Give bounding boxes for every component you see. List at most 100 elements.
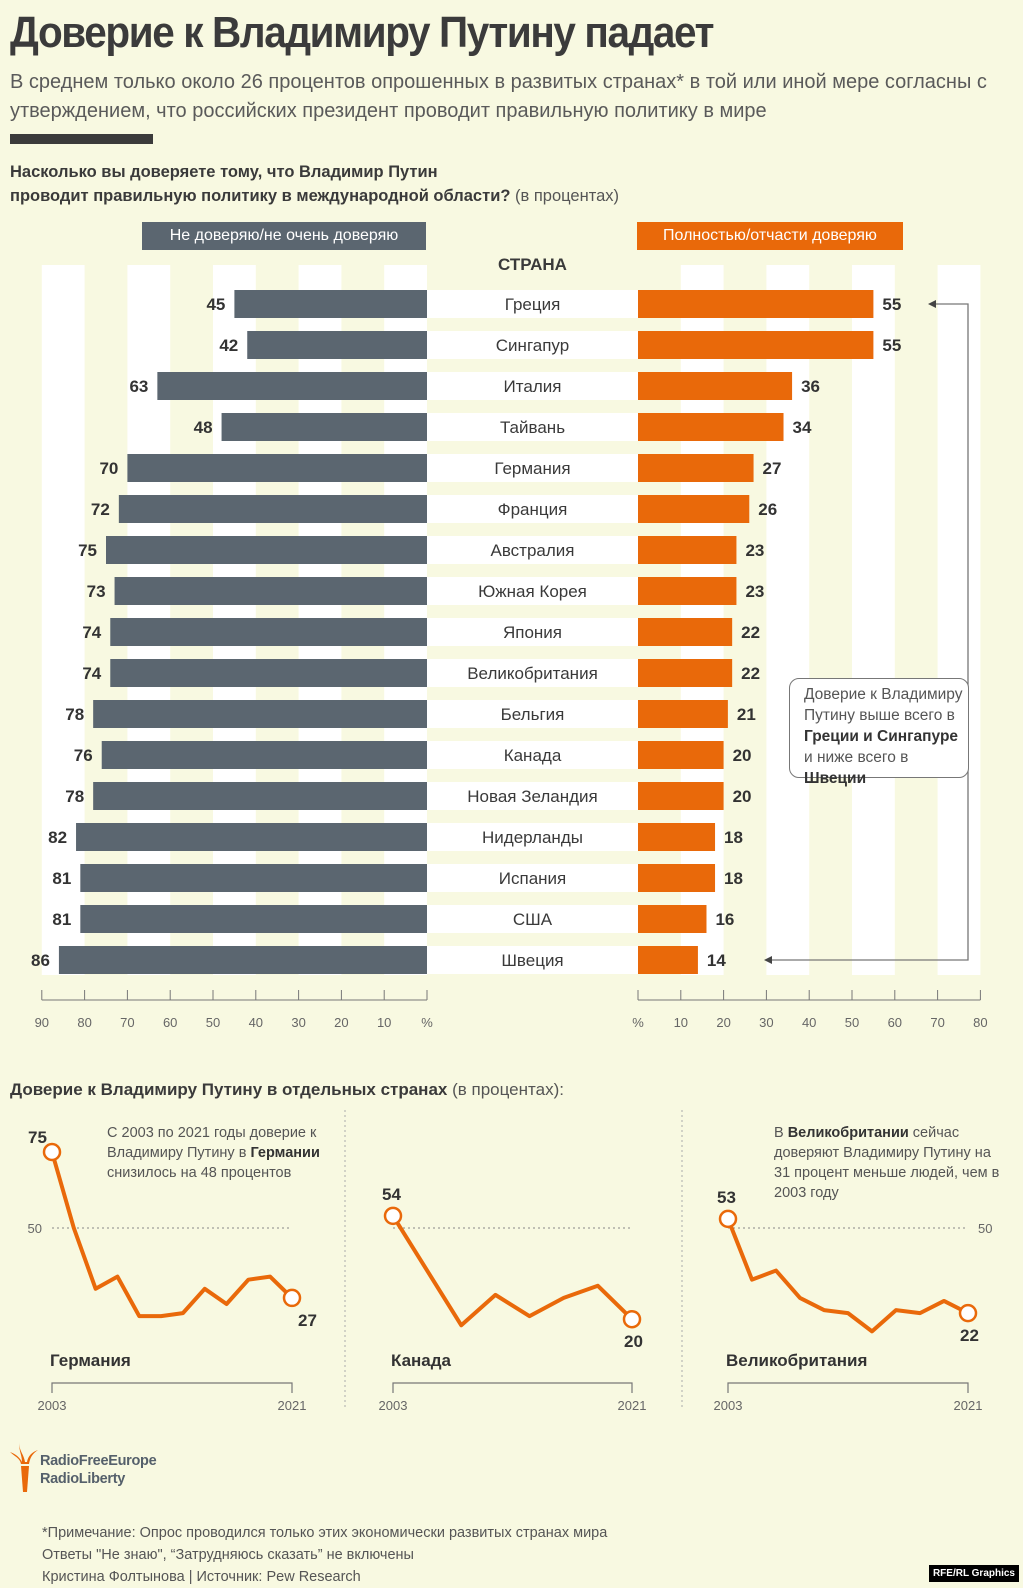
line-panel: 50 53 22 Великобритания 2003 2021 — [714, 1188, 993, 1413]
section2-unit: (в процентах): — [452, 1080, 564, 1099]
bar-distrust — [106, 536, 427, 564]
rferl-logo-text: RadioFreeEurope RadioLiberty — [40, 1452, 157, 1488]
legend-trust: Полностью/отчасти доверяю — [637, 222, 903, 250]
annotation-germany-bold: Германии — [250, 1145, 320, 1161]
value-label-distrust: 76 — [74, 746, 93, 765]
value-label-distrust: 78 — [65, 787, 84, 806]
bar-trust — [638, 577, 737, 605]
annotation-uk-text-1: В — [774, 1125, 784, 1141]
start-value-label: 75 — [28, 1128, 47, 1147]
year-start-label: 2003 — [379, 1398, 408, 1413]
panel-country-title: Германия — [50, 1351, 131, 1370]
axes: 90 80 70 60 50 40 30 20 10%% 10 20 30 40 50 60 70 80 — [35, 990, 988, 1030]
panel-country-title: Канада — [391, 1351, 452, 1370]
country-label-bg — [427, 290, 638, 318]
value-label-distrust: 74 — [82, 664, 101, 683]
right-axis-tick-label: 10 — [674, 1015, 688, 1030]
grid-stripe-right — [937, 265, 981, 975]
end-value-label: 22 — [960, 1326, 979, 1345]
country-label: Австралия — [491, 541, 575, 560]
year-bracket — [727, 1382, 969, 1393]
bar-trust — [638, 331, 874, 359]
annotation-germany-text-2: снизилось на 48 процентов — [107, 1165, 292, 1181]
country-label: Сингапур — [496, 336, 569, 355]
country-label: Новая Зеландия — [467, 787, 598, 806]
footnote-source: Кристина Фолтынова | Источник: Pew Resea… — [42, 1569, 361, 1585]
bar-trust — [638, 741, 724, 769]
callout-box: Доверие к Владимиру Путину выше всего в … — [789, 678, 969, 787]
left-axis-tick-label: 50 — [206, 1015, 220, 1030]
right-axis-tick-label: 80 — [973, 1015, 987, 1030]
value-label-trust: 14 — [707, 951, 726, 970]
page-subtitle: В среднем только около 26 процентов опро… — [10, 71, 987, 122]
annotation-uk-bold: Великобритании — [787, 1125, 909, 1141]
bar-trust — [638, 823, 716, 851]
country-label-bg — [427, 495, 638, 523]
bar-trust — [638, 659, 733, 687]
end-value-label: 20 — [624, 1332, 643, 1351]
bar-distrust — [157, 372, 428, 400]
bar-distrust — [101, 741, 427, 769]
country-label: Швеция — [501, 951, 563, 970]
value-label-distrust: 81 — [52, 869, 71, 888]
country-label: Великобритания — [467, 664, 598, 683]
arrow-greece-icon — [928, 300, 936, 308]
country-label-bg — [427, 372, 638, 400]
value-label-trust: 22 — [741, 664, 760, 683]
value-label-distrust: 78 — [65, 705, 84, 724]
country-label: Испания — [499, 869, 566, 888]
year-bracket — [392, 1382, 633, 1393]
year-end-label: 2021 — [954, 1398, 983, 1413]
value-label-distrust: 63 — [129, 377, 148, 396]
end-value-label: 27 — [298, 1311, 317, 1330]
start-value-label: 54 — [382, 1185, 401, 1204]
country-label: Франция — [498, 500, 568, 519]
value-label-trust: 36 — [801, 377, 820, 396]
chart-question: Насколько вы доверяете тому, что Владими… — [10, 160, 619, 208]
value-label-trust: 22 — [741, 623, 760, 642]
bar-trust — [638, 290, 874, 318]
panel-country-title: Великобритания — [726, 1351, 867, 1370]
left-axis-tick-label: 60 — [163, 1015, 177, 1030]
value-label-distrust: 82 — [48, 828, 67, 847]
country-label-bg — [427, 536, 638, 564]
bar-trust — [638, 454, 754, 482]
grid-stripe-right — [852, 265, 895, 975]
question-unit: (в процентах) — [515, 187, 619, 205]
bar-distrust — [234, 290, 427, 318]
footnote-1: *Примечание: Опрос проводился только эти… — [42, 1525, 608, 1541]
bar-distrust — [114, 577, 427, 605]
value-label-distrust: 42 — [219, 336, 238, 355]
question-line-1: Насколько вы доверяете тому, что Владими… — [10, 163, 438, 181]
annotation-uk: В Великобритании сейчас доверяют Владими… — [774, 1123, 1004, 1203]
logo-line-1: RadioFreeEurope — [40, 1453, 157, 1469]
annotation-germany-text-1: С 2003 по 2021 годы доверие к Владимиру … — [107, 1125, 317, 1161]
country-label-bg — [427, 823, 638, 851]
callout-bold-2: Швеции — [804, 770, 867, 787]
country-label-bg — [427, 659, 638, 687]
country-label-bg — [427, 331, 638, 359]
value-label-distrust: 72 — [91, 500, 110, 519]
bar-distrust — [93, 700, 427, 728]
line-panel: 54 20 Канада 2003 2021 — [379, 1185, 647, 1413]
country-label-bg — [427, 782, 638, 810]
line-panel: 50 75 27 Германия 2003 2021 — [28, 1128, 317, 1413]
start-point-marker — [42, 1142, 62, 1162]
value-label-trust: 16 — [715, 910, 734, 929]
value-label-trust: 20 — [733, 746, 752, 765]
country-label: Италия — [504, 377, 562, 396]
bar-distrust — [221, 413, 427, 441]
value-label-trust: 18 — [724, 828, 743, 847]
country-label: Германия — [494, 459, 570, 478]
value-label-trust: 18 — [724, 869, 743, 888]
value-label-distrust: 45 — [206, 295, 225, 314]
value-label-distrust: 81 — [52, 910, 71, 929]
left-axis-tick-label: 20 — [334, 1015, 348, 1030]
bar-trust — [638, 536, 737, 564]
value-label-trust: 55 — [882, 295, 901, 314]
start-value-label: 53 — [717, 1188, 736, 1207]
section2-title: Доверие к Владимиру Путину в отдельных с… — [10, 1080, 564, 1100]
country-label-bg — [427, 618, 638, 646]
country-label: Тайвань — [500, 418, 565, 437]
